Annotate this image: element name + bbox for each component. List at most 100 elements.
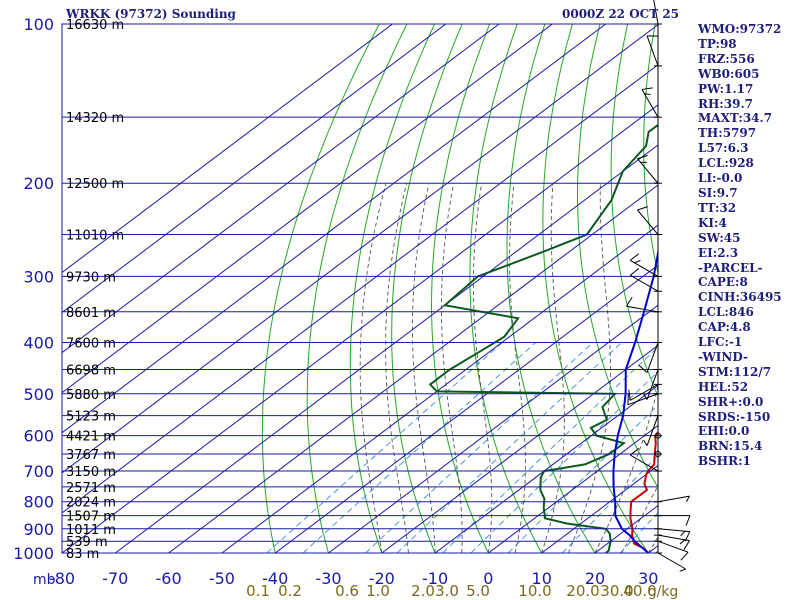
- height-label: 8601 m: [66, 306, 116, 321]
- index-line: BRN:15.4: [698, 439, 763, 454]
- isotherm: [434, 384, 658, 553]
- index-line: L57:6.3: [698, 141, 749, 156]
- sounding-datetime: 0000Z 22 OCT 25: [562, 7, 680, 21]
- mixing-ratio-label: 3.0: [435, 582, 459, 600]
- isotherm: [62, 24, 447, 314]
- wind-barb: [654, 495, 690, 503]
- mixing-ratio-label: 2.0: [411, 582, 435, 600]
- wind-barb: [653, 0, 662, 25]
- temperature-tick-label: -10: [422, 569, 448, 588]
- height-label: 6698 m: [66, 364, 116, 379]
- wind-feather: [680, 530, 686, 537]
- wind-barb: [646, 35, 662, 67]
- temperature-tick-label: -40: [262, 569, 288, 588]
- wind-shaft: [637, 158, 659, 184]
- wind-feather: [637, 206, 648, 211]
- mixing-ratio-label: 0.6: [335, 582, 359, 600]
- wind-barb: [654, 432, 662, 439]
- moist-adiabat: [359, 183, 387, 553]
- moist-adiabat: [509, 183, 526, 553]
- temperature-tick-label: -50: [209, 569, 235, 588]
- wind-shaft: [646, 35, 659, 67]
- wind-barb: [654, 451, 662, 458]
- index-line: LCL:846: [698, 305, 754, 320]
- index-line: CAPE:8: [698, 275, 748, 290]
- isotherm: [62, 24, 606, 434]
- wind-shaft: [657, 495, 690, 503]
- isotherm: [62, 24, 500, 354]
- wind-barb: [629, 253, 662, 277]
- wind-feather: [680, 551, 689, 561]
- index-line: BSHR:1: [698, 454, 751, 469]
- wind-shaft: [630, 454, 659, 472]
- isotherm: [221, 224, 658, 553]
- wind-barb: [654, 534, 690, 551]
- index-line: FRZ:556: [698, 51, 755, 66]
- wind-shaft: [646, 415, 659, 446]
- isotherm: [62, 24, 553, 394]
- index-line: TP:98: [698, 36, 737, 51]
- wind-barb: [637, 154, 662, 184]
- wind-feather: [629, 253, 640, 261]
- index-line: SI:9.7: [698, 185, 738, 200]
- pressure-tick-label: 800: [23, 493, 54, 512]
- mixing-ratio-label: 40.0: [623, 582, 656, 600]
- wind-barb: [627, 393, 662, 406]
- wind-feather: [626, 296, 633, 307]
- dry-adiabat: [306, 24, 408, 553]
- index-line: LFC:-1: [698, 335, 743, 350]
- pressure-tick-label: 500: [23, 385, 54, 404]
- temperature-tick-label: 10: [532, 569, 552, 588]
- moist-adiabat: [621, 484, 658, 553]
- wind-barb: [654, 515, 691, 526]
- wind-feather: [628, 389, 631, 401]
- wind-shaft: [627, 393, 659, 406]
- moist-adiabat: [472, 183, 493, 553]
- profile-parcel: [612, 247, 658, 553]
- plot-area: [62, 24, 800, 553]
- temperature-tick-label: -80: [49, 569, 75, 588]
- isotherm: [328, 304, 658, 553]
- pressure-tick-label: 900: [23, 520, 54, 539]
- wind-feather: [638, 365, 648, 373]
- mixing-ratio-label: 0.2: [278, 582, 302, 600]
- wind-feather: [644, 93, 651, 96]
- index-line: CINH:36495: [698, 290, 782, 305]
- isotherm: [62, 104, 658, 553]
- mixing-ratio-line: [266, 342, 503, 553]
- isotherm: [62, 64, 658, 514]
- wind-calm: [655, 451, 661, 458]
- index-line: HEL:52: [698, 379, 749, 394]
- height-label: 9730 m: [66, 270, 116, 285]
- pressure-tick-label: 400: [23, 333, 54, 352]
- wind-feather: [679, 568, 686, 572]
- pressure-tick-label: 300: [23, 267, 54, 286]
- pressure-tick-label: 200: [23, 174, 54, 193]
- pressure-tick-label: 1000: [13, 544, 54, 563]
- index-line: -WIND-: [698, 349, 748, 364]
- isotherm: [381, 344, 658, 553]
- index-line: RH:39.7: [698, 96, 753, 111]
- wind-shaft: [646, 369, 659, 400]
- isotherm: [168, 184, 658, 553]
- index-line: KI:4: [698, 215, 727, 230]
- height-label: 3767 m: [66, 448, 116, 463]
- height-label: 5880 m: [66, 388, 116, 403]
- height-label: 1011 m: [66, 523, 116, 538]
- mixing-ratio-label: 5.0: [466, 582, 490, 600]
- index-line: -PARCEL-: [698, 260, 763, 275]
- index-line: WB0:605: [698, 66, 760, 81]
- wind-feather: [629, 448, 640, 456]
- pressure-unit-label: mb: [33, 572, 56, 588]
- index-line: STM:112/7: [698, 364, 772, 379]
- temperature-tick-label: -70: [102, 569, 128, 588]
- height-label: 5123 m: [66, 410, 116, 425]
- wind-feather: [634, 260, 641, 264]
- wind-shaft: [637, 209, 659, 235]
- mixing-ratio-label: 10.0: [518, 582, 551, 600]
- dry-adiabat: [793, 24, 800, 553]
- moist-adiabat: [385, 183, 409, 553]
- wind-barb: [641, 87, 662, 118]
- wind-barb: [643, 415, 662, 446]
